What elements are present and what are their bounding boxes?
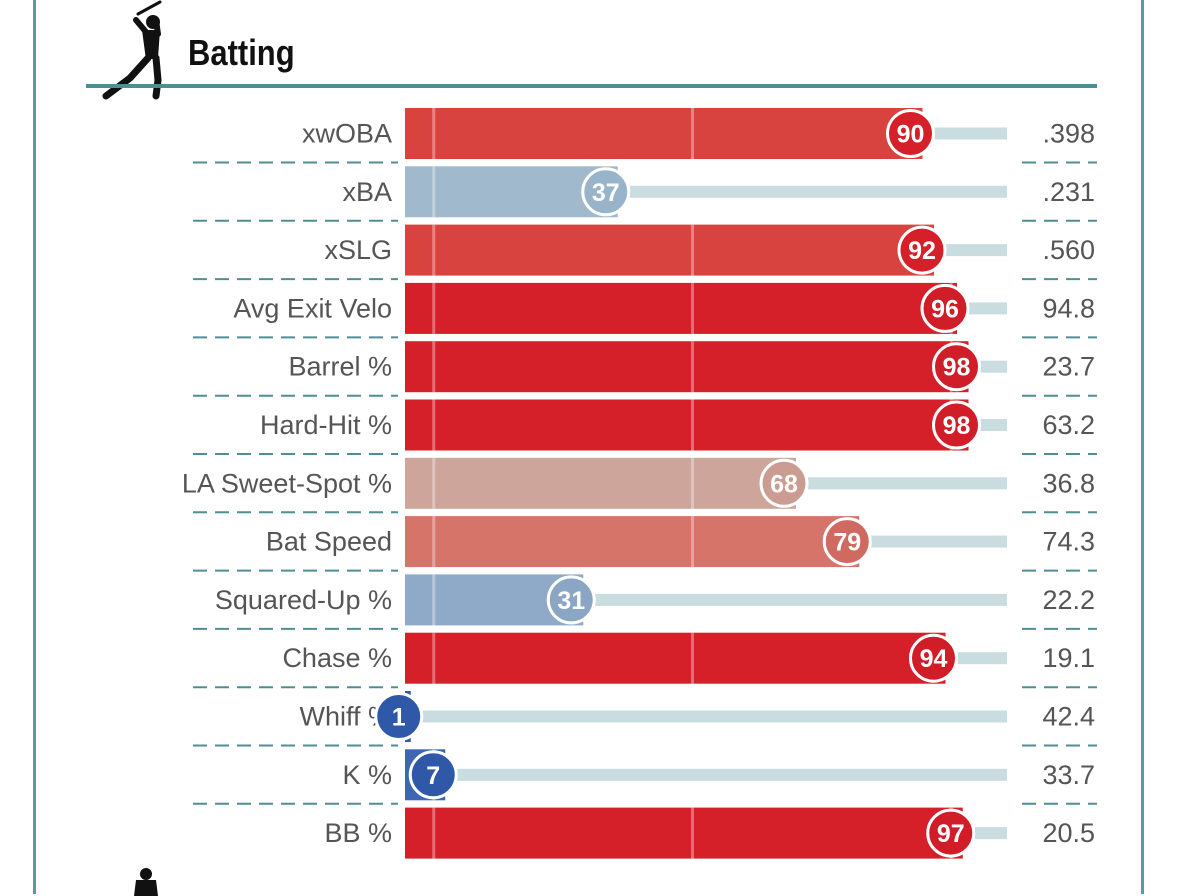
percentile-value: 98 bbox=[943, 354, 971, 382]
percentile-value: 68 bbox=[770, 470, 798, 498]
bar-gridline bbox=[691, 224, 694, 276]
percentile-bar bbox=[405, 807, 963, 859]
bar-gridline bbox=[691, 516, 694, 568]
metric-label: Chase % bbox=[282, 643, 392, 673]
percentile-circle bbox=[581, 167, 631, 217]
stat-value: 23.7 bbox=[1042, 352, 1095, 382]
bar-gridline bbox=[691, 399, 694, 451]
section-divider bbox=[86, 84, 1097, 88]
metric-label: BB % bbox=[324, 818, 392, 848]
frame-left-border bbox=[33, 0, 36, 894]
percentile-circle bbox=[546, 575, 596, 625]
percentile-value: 7 bbox=[426, 762, 440, 790]
bar-gridline bbox=[432, 457, 436, 509]
stat-value: 36.8 bbox=[1042, 468, 1095, 498]
stat-value: 22.2 bbox=[1042, 585, 1095, 615]
metric-label: K % bbox=[342, 760, 392, 790]
bar-gridline bbox=[432, 516, 436, 568]
bar-gridline bbox=[432, 341, 436, 393]
bar-gridline bbox=[691, 341, 694, 393]
percentile-circle bbox=[920, 283, 970, 333]
bar-gridline bbox=[691, 632, 694, 684]
percentile-circle bbox=[926, 808, 976, 858]
stat-value: 19.1 bbox=[1042, 643, 1095, 673]
metric-label: xSLG bbox=[324, 235, 392, 265]
percentile-circle bbox=[897, 225, 947, 275]
metric-label: xBA bbox=[342, 177, 392, 207]
metric-label: Squared-Up % bbox=[215, 585, 392, 615]
bar-gridline bbox=[691, 457, 694, 509]
stat-value: .560 bbox=[1042, 235, 1095, 265]
stat-value: .231 bbox=[1042, 177, 1095, 207]
percentile-circle bbox=[932, 400, 981, 450]
section-title: Batting bbox=[188, 32, 295, 73]
stat-value: 20.5 bbox=[1042, 818, 1095, 848]
percentile-bar bbox=[405, 457, 796, 509]
batter-icon-bottom bbox=[134, 868, 158, 896]
percentile-bar bbox=[405, 341, 969, 393]
metric-label: Barrel % bbox=[288, 352, 392, 382]
bar-gridline bbox=[432, 574, 436, 626]
percentile-bar bbox=[405, 108, 923, 159]
percentile-value: 37 bbox=[592, 179, 620, 207]
bar-gridline bbox=[432, 399, 436, 451]
bar-gridline bbox=[691, 282, 694, 334]
stat-value: .398 bbox=[1042, 119, 1095, 149]
bar-gridline bbox=[432, 282, 436, 334]
metric-label: Hard-Hit % bbox=[260, 410, 392, 440]
percentile-circle bbox=[759, 458, 809, 508]
percentile-circle bbox=[374, 692, 424, 741]
stat-value: 33.7 bbox=[1042, 760, 1095, 790]
percentile-value: 96 bbox=[931, 295, 959, 323]
bar-track bbox=[405, 710, 1007, 723]
percentile-circle bbox=[909, 633, 958, 683]
bar-gridline bbox=[691, 108, 694, 159]
metric-label: LA Sweet-Spot % bbox=[182, 468, 392, 498]
bar-gridline bbox=[432, 807, 436, 859]
stat-value: 94.8 bbox=[1042, 293, 1095, 323]
stat-value: 42.4 bbox=[1042, 702, 1095, 732]
bar-gridline bbox=[432, 108, 436, 159]
percentile-circle bbox=[932, 342, 981, 392]
percentile-bar bbox=[405, 399, 969, 451]
percentile-value: 94 bbox=[920, 645, 948, 673]
percentile-bar bbox=[405, 632, 946, 684]
metric-label: Bat Speed bbox=[266, 527, 392, 557]
percentile-bar bbox=[405, 282, 957, 334]
percentile-circle bbox=[408, 750, 458, 800]
percentile-bar bbox=[405, 516, 860, 568]
percentile-value: 31 bbox=[557, 587, 585, 615]
percentile-value: 97 bbox=[937, 820, 965, 848]
percentile-circle bbox=[886, 109, 935, 158]
percentile-value: 79 bbox=[833, 529, 861, 557]
percentile-value: 98 bbox=[943, 412, 971, 440]
stat-value: 74.3 bbox=[1042, 527, 1095, 557]
metric-label: Avg Exit Velo bbox=[233, 293, 392, 323]
percentile-value: 1 bbox=[392, 704, 406, 732]
percentile-value: 90 bbox=[897, 121, 925, 149]
frame-right-border bbox=[1141, 0, 1144, 894]
bar-gridline bbox=[432, 632, 436, 684]
bar-gridline bbox=[432, 166, 436, 218]
metric-label: xwOBA bbox=[302, 119, 392, 149]
percentile-bar bbox=[405, 224, 934, 276]
stat-value: 63.2 bbox=[1042, 410, 1095, 440]
batter-icon bbox=[102, 0, 162, 100]
bar-gridline bbox=[691, 807, 694, 859]
bar-gridline bbox=[432, 224, 436, 276]
percentile-circle bbox=[822, 517, 872, 567]
percentile-value: 92 bbox=[908, 237, 936, 265]
bar-track bbox=[405, 768, 1007, 781]
